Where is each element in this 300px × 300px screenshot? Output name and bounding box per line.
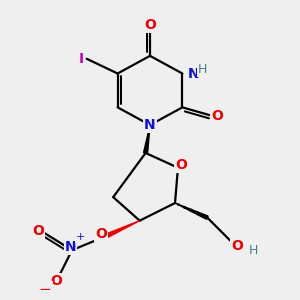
Text: N: N — [65, 240, 76, 254]
Text: O: O — [95, 227, 107, 241]
Text: H: H — [198, 64, 207, 76]
Polygon shape — [143, 125, 150, 153]
Text: O: O — [144, 18, 156, 32]
Text: O: O — [211, 109, 223, 123]
Text: O: O — [175, 158, 187, 172]
Text: +: + — [76, 232, 86, 242]
Polygon shape — [103, 221, 140, 239]
Text: N: N — [144, 118, 156, 132]
Text: H: H — [249, 244, 259, 257]
Text: −: − — [38, 282, 51, 297]
Text: O: O — [32, 224, 44, 238]
Text: O: O — [50, 274, 62, 288]
Polygon shape — [175, 203, 208, 219]
Text: N: N — [188, 67, 199, 80]
Text: I: I — [79, 52, 84, 66]
Text: O: O — [231, 239, 243, 253]
